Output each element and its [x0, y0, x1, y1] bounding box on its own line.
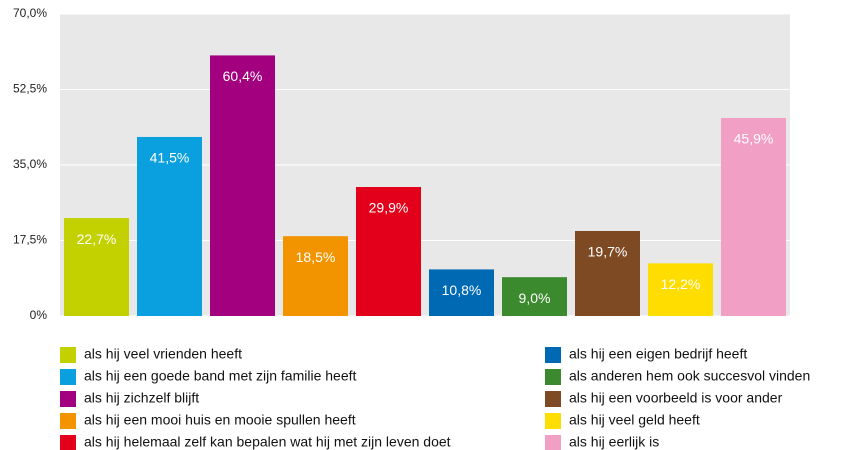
y-tick-label: 52,5%: [13, 82, 47, 96]
y-tick-label: 0%: [30, 308, 48, 322]
value-label: 22,7%: [77, 231, 117, 247]
value-label: 19,7%: [588, 244, 628, 260]
y-tick-label: 35,0%: [13, 157, 47, 171]
bar: [502, 277, 567, 316]
bar: [356, 187, 421, 316]
bar: [137, 136, 202, 316]
value-label: 9,0%: [519, 290, 551, 306]
legend-label: als hij een goede band met zijn familie …: [84, 368, 357, 384]
value-label: 60,4%: [223, 68, 263, 84]
bar: [721, 117, 786, 316]
bar: [575, 231, 640, 316]
y-tick-label: 70,0%: [13, 6, 47, 20]
legend-swatch: [60, 369, 76, 385]
legend-swatch: [60, 391, 76, 407]
legend-swatch: [545, 413, 561, 429]
value-label: 41,5%: [150, 150, 190, 166]
legend-swatch: [545, 435, 561, 450]
bar: [648, 263, 713, 316]
legend-swatch: [60, 435, 76, 450]
legend-label: als anderen hem ook succesvol vinden: [569, 368, 810, 384]
legend-label: als hij zichzelf blijft: [84, 390, 199, 406]
legend-swatch: [545, 347, 561, 363]
value-label: 45,9%: [734, 131, 774, 147]
legend-label: als hij een voorbeeld is voor ander: [569, 390, 783, 406]
legend-label: als hij een mooi huis en mooie spullen h…: [84, 412, 356, 428]
legend-label: als hij een eigen bedrijf heeft: [569, 346, 747, 362]
y-tick-label: 17,5%: [13, 233, 47, 247]
legend-label: als hij eerlijk is: [569, 434, 659, 450]
value-label: 12,2%: [661, 276, 701, 292]
value-label: 29,9%: [369, 200, 409, 216]
bar: [64, 218, 129, 316]
legend-swatch: [545, 391, 561, 407]
bar: [429, 269, 494, 316]
legend-swatch: [545, 369, 561, 385]
legend-swatch: [60, 413, 76, 429]
legend-label: als hij helemaal zelf kan bepalen wat hi…: [84, 434, 451, 450]
value-label: 18,5%: [296, 249, 336, 265]
bar: [283, 236, 348, 316]
legend-swatch: [60, 347, 76, 363]
bar: [210, 55, 275, 316]
value-label: 10,8%: [442, 282, 482, 298]
legend-label: als hij veel vrienden heeft: [84, 346, 242, 362]
legend-label: als hij veel geld heeft: [569, 412, 700, 428]
